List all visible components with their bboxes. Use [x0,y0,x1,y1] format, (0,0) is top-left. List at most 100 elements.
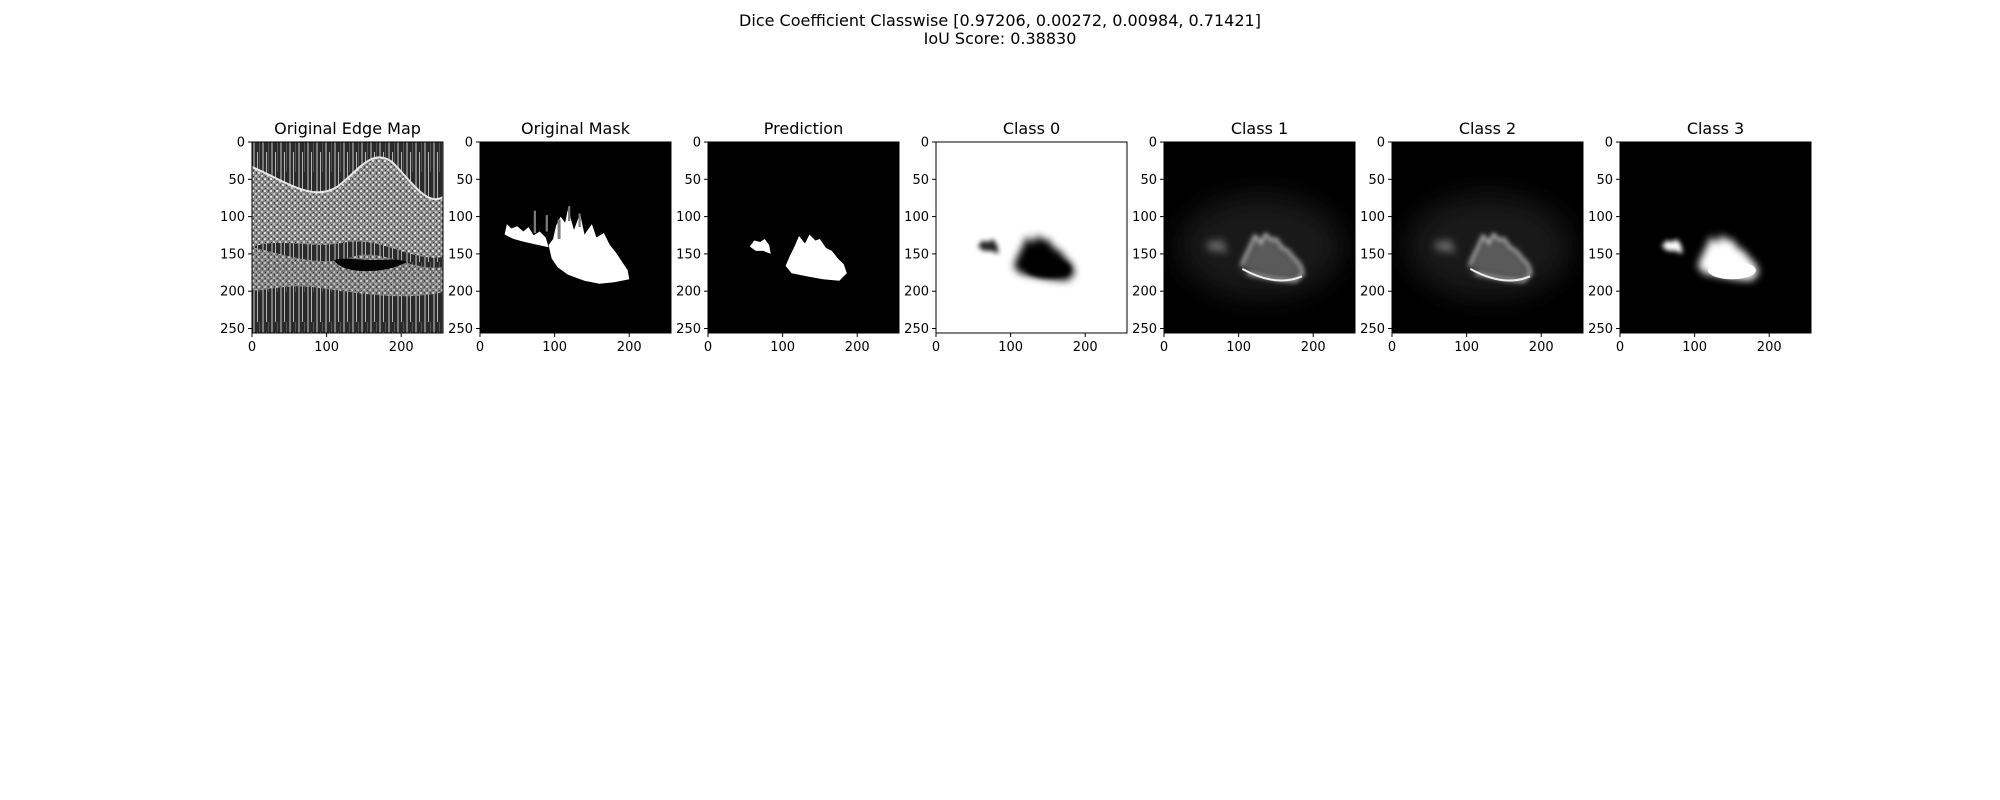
x-tick-label: 0 [1388,340,1396,355]
mask-region-left [504,224,549,248]
y-tick-label: 200 [448,285,473,300]
image-content [1164,142,1355,333]
y-tick-label: 50 [1140,173,1157,188]
panel-title: Class 3 [1687,119,1744,138]
panel-title: Class 0 [1003,119,1060,138]
x-tick-label: 100 [1454,340,1479,355]
panel-frame [935,141,1128,334]
y-tick-label: 0 [1377,136,1385,151]
x-tick-label: 100 [1682,340,1707,355]
x-tick-label: 200 [389,340,414,355]
class0-core [1025,259,1071,278]
y-tick-label: 50 [1596,173,1613,188]
pred-region-right [785,234,847,281]
y-tick-label: 150 [676,247,701,262]
class2-blob [1469,234,1531,281]
mask-region-right [548,209,630,284]
panel-title: Class 2 [1459,119,1516,138]
y-tick-label: 100 [448,210,473,225]
class1-blob-left [1205,239,1227,254]
y-tick-label: 250 [448,322,473,337]
y-tick-label: 0 [1605,136,1613,151]
figure-title: Dice Coefficient Classwise [0.97206, 0.0… [0,12,2000,48]
y-tick-label: 150 [1132,247,1157,262]
y-tick-label: 200 [904,285,929,300]
y-tick-label: 200 [676,285,701,300]
x-tick-label: 0 [248,340,256,355]
x-tick-label: 0 [932,340,940,355]
edge-band-upper [252,157,443,258]
image-content [1620,142,1811,333]
image-content [708,142,899,333]
class3-blob-left [1661,239,1683,254]
y-tick-label: 0 [237,136,245,151]
y-tick-label: 50 [228,173,245,188]
y-tick-label: 150 [448,247,473,262]
panel-frame [479,141,672,334]
y-tick-label: 250 [1588,322,1613,337]
y-tick-label: 150 [1360,247,1385,262]
edge-dark-cavity [334,258,407,272]
mask-artifact [578,213,581,228]
y-tick-label: 0 [1149,136,1157,151]
figure-title-line1: Dice Coefficient Classwise [0.97206, 0.0… [739,11,1261,30]
x-tick-label: 200 [1529,340,1554,355]
y-tick-label: 50 [912,173,929,188]
y-tick-label: 200 [220,285,245,300]
class2-rim-bottom [1469,267,1531,282]
x-tick-label: 0 [476,340,484,355]
y-tick-label: 100 [904,210,929,225]
edge-band-lower [252,247,443,297]
class1-rim-bottom [1241,267,1303,282]
y-tick-label: 50 [1368,173,1385,188]
y-tick-label: 250 [1132,322,1157,337]
y-tick-label: 100 [1588,210,1613,225]
panel-frame [251,141,444,334]
edge-surface-line [252,156,443,201]
panel-frame [1619,141,1812,334]
image-content [480,142,671,333]
image-content [936,142,1127,333]
mask-artifact [568,206,571,222]
y-tick-label: 0 [921,136,929,151]
y-tick-label: 100 [220,210,245,225]
x-tick-label: 100 [998,340,1023,355]
y-tick-label: 100 [676,210,701,225]
y-tick-label: 250 [676,322,701,337]
pred-region-left [749,239,771,254]
figure-title-line2: IoU Score: 0.38830 [923,29,1077,48]
x-tick-label: 0 [704,340,712,355]
y-tick-label: 150 [220,247,245,262]
y-tick-label: 150 [1588,247,1613,262]
x-tick-label: 200 [845,340,870,355]
y-tick-label: 50 [456,173,473,188]
x-tick-label: 100 [314,340,339,355]
y-tick-label: 150 [904,247,929,262]
class3-core [1708,261,1756,280]
y-tick-label: 200 [1588,285,1613,300]
y-tick-label: 250 [904,322,929,337]
panel-title: Prediction [764,119,843,138]
panel-frame [707,141,900,334]
x-tick-label: 100 [1226,340,1251,355]
y-tick-label: 0 [465,136,473,151]
class1-blob [1241,234,1303,281]
x-tick-label: 200 [1073,340,1098,355]
mask-artifact [545,215,548,232]
image-content [1392,142,1583,333]
x-tick-label: 100 [770,340,795,355]
panel-title: Original Mask [521,119,631,138]
y-tick-label: 0 [693,136,701,151]
y-tick-label: 100 [1132,210,1157,225]
y-tick-label: 200 [1360,285,1385,300]
mask-artifact [533,210,536,234]
